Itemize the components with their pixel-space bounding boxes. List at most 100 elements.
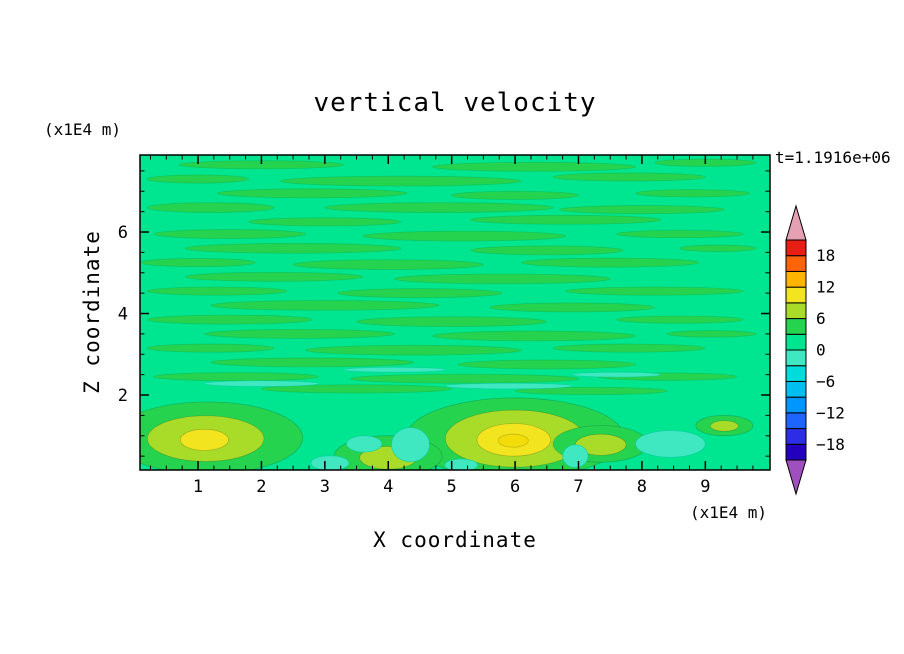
colorbar-label: 18 xyxy=(816,246,835,265)
x-tick-label: 5 xyxy=(447,477,457,497)
x-axis-unit: (x1E4 m) xyxy=(690,503,768,522)
contour-band xyxy=(470,245,624,256)
contour-band xyxy=(210,357,415,368)
contour-band xyxy=(292,259,484,270)
contour-band xyxy=(451,190,579,200)
contour-band xyxy=(489,302,655,313)
contour-band xyxy=(521,257,700,268)
z-tick-label: 2 xyxy=(118,386,128,406)
contour-band xyxy=(337,288,503,299)
colorbar-box xyxy=(785,302,807,320)
colorbar-box xyxy=(785,270,807,288)
colorbar-box xyxy=(785,318,807,335)
contour-band-negative xyxy=(444,382,573,390)
updraft-cell-layer xyxy=(497,433,529,448)
x-tick-label: 1 xyxy=(193,477,203,497)
colorbar-label: 6 xyxy=(816,309,826,328)
contour-band xyxy=(514,386,668,396)
colorbar-box xyxy=(785,255,807,272)
contour-band xyxy=(210,300,440,311)
downdraft-patch xyxy=(346,435,383,453)
contour-band xyxy=(146,202,275,213)
contour-band xyxy=(432,161,636,172)
contour-band xyxy=(565,286,744,296)
colorbar-arrow-bottom xyxy=(785,459,807,496)
colorbar-box xyxy=(785,286,807,304)
downdraft-patch xyxy=(635,430,706,458)
colorbar-box xyxy=(785,380,807,398)
contour-band xyxy=(146,314,313,325)
contour-band xyxy=(146,174,250,184)
contour-band-negative xyxy=(343,366,446,373)
colorbar-label: −18 xyxy=(816,435,845,454)
contour-band xyxy=(146,286,288,296)
contour-band xyxy=(324,202,554,213)
colorbar-box xyxy=(785,412,807,430)
colorbar-label: 0 xyxy=(816,341,826,360)
colorbar-arrow-top xyxy=(785,204,807,241)
contour-band xyxy=(394,273,611,285)
colorbar-box xyxy=(785,443,807,461)
contour-band xyxy=(470,214,662,225)
colorbar-box xyxy=(785,396,807,414)
x-tick-label: 6 xyxy=(510,477,520,497)
colorbar-box xyxy=(785,239,807,257)
contour-band xyxy=(552,172,706,182)
z-axis-label: Z coordinate xyxy=(80,230,104,394)
updraft-cell-layer xyxy=(179,428,229,451)
x-tick-label: 4 xyxy=(383,477,393,497)
z-axis-unit: (x1E4 m) xyxy=(44,120,122,139)
contour-band xyxy=(280,175,522,187)
colorbar: 18 12 6 0 −6 −12 −18 xyxy=(785,204,845,496)
x-tick-label: 8 xyxy=(637,477,647,497)
contour-band xyxy=(616,229,744,239)
contour-band xyxy=(635,189,751,198)
downdraft-patch xyxy=(310,455,350,470)
contour-band xyxy=(153,372,319,382)
contour-band-negative xyxy=(571,371,662,378)
contour-band xyxy=(184,243,402,254)
contour-band xyxy=(305,344,522,356)
colorbar-label: 12 xyxy=(816,278,835,297)
z-tick-label: 4 xyxy=(118,305,128,325)
contour-band xyxy=(616,315,744,324)
x-tick-label: 9 xyxy=(700,477,710,497)
colorbar-box xyxy=(785,365,807,382)
contour-band xyxy=(666,330,757,338)
contour-band xyxy=(203,329,395,339)
contour-band xyxy=(248,217,402,227)
contour-band xyxy=(146,343,275,353)
x-tick-label: 7 xyxy=(573,477,583,497)
x-axis-label: X coordinate xyxy=(373,528,537,552)
contour-band xyxy=(552,343,706,353)
contour-band xyxy=(362,230,567,242)
contour-band xyxy=(153,229,307,239)
contour-band xyxy=(261,384,453,394)
plot-frame xyxy=(139,154,771,471)
contour-band xyxy=(216,188,408,199)
x-tick-label: 3 xyxy=(320,477,330,497)
contour-band xyxy=(457,359,636,370)
colorbar-label: −12 xyxy=(816,403,845,422)
contour-band-negative xyxy=(203,380,319,387)
chart-title: vertical velocity xyxy=(313,88,597,118)
colorbar-box xyxy=(785,333,807,351)
contour-band xyxy=(679,244,757,252)
contour-band xyxy=(140,258,256,268)
downdraft-patch xyxy=(391,427,430,463)
downdraft-patch xyxy=(562,444,589,468)
z-tick-label: 6 xyxy=(118,223,128,243)
contour-band xyxy=(184,271,364,282)
contour-field xyxy=(140,155,770,470)
colorbar-box xyxy=(785,349,807,367)
colorbar-box xyxy=(785,428,807,445)
time-annotation: t=1.1916e+06 xyxy=(775,148,891,167)
axis-ticks: 1 2 3 4 5 6 7 8 9 2 4 6 xyxy=(118,155,770,497)
colorbar-label: −6 xyxy=(816,372,835,391)
contour-band xyxy=(356,316,548,327)
x-tick-label: 2 xyxy=(256,477,266,497)
contour-band xyxy=(432,330,636,342)
downdraft-patch xyxy=(444,458,479,470)
